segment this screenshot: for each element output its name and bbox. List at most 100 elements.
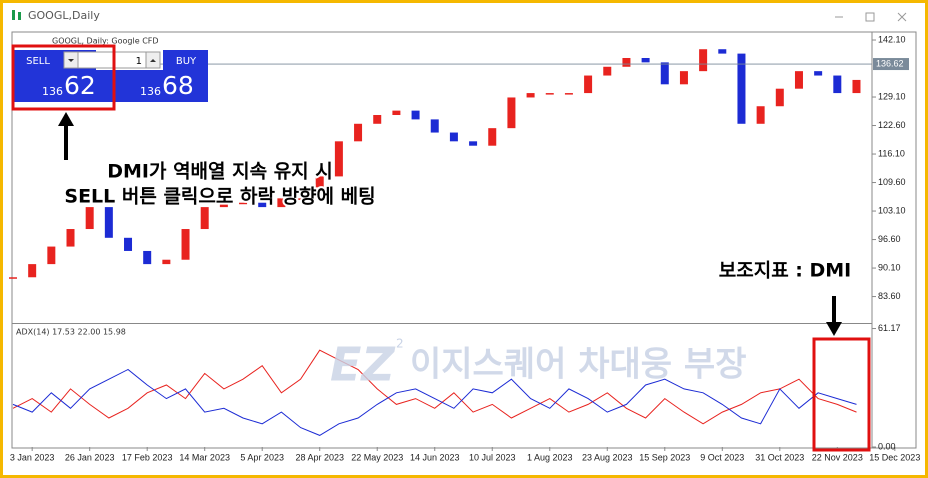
candle	[718, 49, 727, 54]
watermark-sup: 2	[396, 337, 404, 351]
candle	[219, 202, 228, 208]
candle	[852, 79, 861, 94]
candle	[315, 176, 324, 199]
arrow-head	[58, 112, 74, 126]
x-tick-label: 26 Jan 2023	[65, 452, 115, 462]
candle	[814, 71, 823, 76]
candle	[469, 141, 478, 146]
candle	[200, 207, 209, 230]
sell-price-big: 136	[42, 85, 63, 98]
indicator-line	[12, 368, 857, 436]
y-tick-label: 116.10	[878, 148, 905, 158]
x-tick-label: 10 Jul 2023	[469, 452, 516, 462]
y-tick-label: 96.60	[878, 234, 901, 244]
x-tick-label: 14 Jun 2023	[410, 452, 460, 462]
y-tick-label: 109.60	[878, 177, 906, 187]
y-tick-label: 103.10	[878, 205, 906, 215]
candle	[124, 237, 133, 251]
y-tick-label: 90.10	[878, 262, 901, 272]
y-tick-label: 122.60	[878, 120, 906, 130]
buy-price-pips: 68	[162, 71, 194, 100]
candle	[756, 106, 765, 124]
x-tick-label: 22 Nov 2023	[812, 452, 863, 462]
candle	[564, 93, 573, 95]
candle	[488, 128, 497, 146]
window-icon	[12, 10, 21, 20]
watermark-text: 이지스퀘어 차대웅 부장	[410, 345, 746, 385]
x-tick-label: 31 Oct 2023	[755, 452, 804, 462]
candle	[66, 229, 75, 247]
buy-panel[interactable]	[163, 50, 208, 102]
indicator-header: ADX(14) 17.53 22.00 15.98	[16, 328, 126, 337]
candle	[833, 75, 842, 94]
x-tick-label: 9 Oct 2023	[700, 452, 744, 462]
candle	[334, 141, 343, 177]
y-tick-label: 0.00	[878, 441, 896, 451]
last-price-label: 136.62	[876, 58, 904, 68]
chart-frame	[11, 31, 917, 449]
x-tick-label: 3 Jan 2023	[10, 452, 55, 462]
candle	[162, 259, 171, 265]
candle	[411, 110, 420, 120]
candle	[277, 198, 286, 208]
candle	[181, 229, 190, 260]
candle	[258, 202, 267, 208]
arrow-head	[826, 322, 842, 336]
candle	[526, 93, 535, 98]
candle	[737, 53, 746, 124]
candle	[660, 62, 669, 85]
indicator-line	[12, 349, 857, 425]
buy-price-big: 136	[140, 85, 161, 98]
last-price-tag	[873, 58, 909, 71]
candle	[584, 75, 593, 94]
watermark-logo: EZ	[330, 338, 396, 392]
candle	[104, 207, 113, 238]
candle	[699, 49, 708, 72]
candle	[794, 71, 803, 89]
x-tick-label: 28 Apr 2023	[295, 452, 344, 462]
annotation: DMI가 역배열 지속 유지 시	[107, 161, 333, 183]
x-tick-label: 22 May 2023	[351, 452, 403, 462]
arrow-up-icon	[150, 59, 156, 62]
candle	[449, 132, 458, 142]
candle	[507, 97, 516, 129]
candle	[679, 71, 688, 85]
candle	[9, 277, 17, 279]
candle	[296, 198, 305, 200]
candle	[373, 115, 382, 124]
candle	[47, 246, 56, 265]
y-tick-label: 129.10	[878, 91, 906, 101]
buy-label[interactable]: BUY	[176, 56, 197, 67]
candle	[775, 88, 784, 107]
y-tick-label: 61.17	[878, 323, 901, 333]
x-tick-label: 1 Aug 2023	[527, 452, 573, 462]
window-controls[interactable]	[835, 12, 907, 22]
x-tick-label: 23 Aug 2023	[582, 452, 633, 462]
sell-price-pips: 62	[64, 71, 96, 100]
sell-label[interactable]: SELL	[26, 56, 50, 67]
candle	[354, 123, 363, 142]
candle	[239, 202, 248, 205]
candle	[622, 57, 631, 67]
x-tick-label: 14 Mar 2023	[179, 452, 230, 462]
chart-header: GOOGL, Daily: Google CFD	[52, 37, 159, 46]
candle	[28, 264, 37, 278]
x-tick-label: 15 Dec 2023	[869, 452, 920, 462]
highlight-box	[812, 337, 871, 452]
candle	[603, 66, 612, 76]
candle	[143, 250, 152, 265]
highlight-box	[11, 44, 116, 111]
window-title: GOOGL,Daily	[28, 9, 100, 22]
candle	[392, 110, 401, 116]
lot-value[interactable]: 1	[136, 56, 142, 67]
y-tick-label: 142.10	[878, 34, 906, 44]
x-tick-label: 5 Apr 2023	[240, 452, 284, 462]
x-tick-label: 17 Feb 2023	[122, 452, 173, 462]
arrow-down-icon	[68, 59, 74, 62]
x-tick-label: 15 Sep 2023	[639, 452, 690, 462]
price-strip	[96, 70, 163, 102]
candle	[85, 207, 94, 230]
y-tick-label: 83.60	[878, 291, 901, 301]
annotation: 보조지표 : DMI	[719, 260, 852, 282]
